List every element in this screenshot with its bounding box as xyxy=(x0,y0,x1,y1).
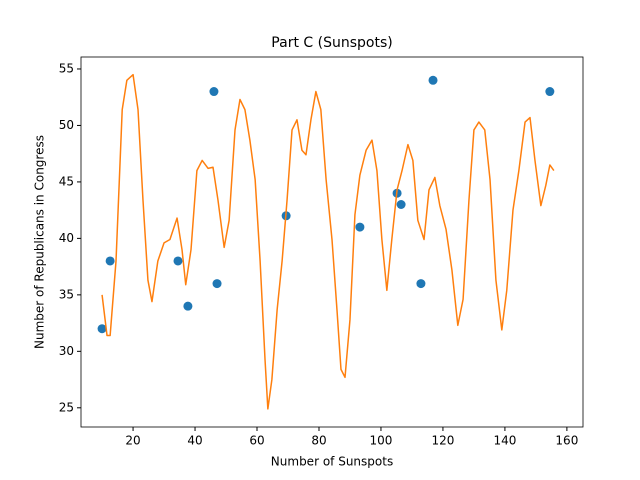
scatter-point xyxy=(105,256,115,266)
y-tick-label: 50 xyxy=(59,118,74,132)
x-tick-label: 140 xyxy=(493,434,516,448)
x-tick-label: 20 xyxy=(125,434,140,448)
y-tick-label: 45 xyxy=(59,174,74,188)
line xyxy=(101,73,555,410)
x-tick-label: 100 xyxy=(370,434,393,448)
y-tick-label: 40 xyxy=(59,231,74,245)
x-tick-label: 160 xyxy=(555,434,578,448)
scatter-point xyxy=(209,87,219,97)
y-tick-label: 35 xyxy=(59,287,74,301)
scatter-point xyxy=(355,222,365,232)
chart-title: Part C (Sunspots) xyxy=(271,35,392,51)
x-axis-label: Number of Sunspots xyxy=(271,455,393,469)
scatter-point xyxy=(97,324,107,334)
x-tick-label: 40 xyxy=(187,434,202,448)
x-tick-label: 120 xyxy=(431,434,454,448)
scatter-point xyxy=(173,256,183,266)
scatter-point xyxy=(212,279,222,289)
y-axis-label: Number of Republicans in Congress xyxy=(33,135,47,349)
plot-frame xyxy=(80,56,584,428)
x-tick-label: 60 xyxy=(249,434,264,448)
y-tick-label: 30 xyxy=(59,344,74,358)
y-tick-label: 55 xyxy=(59,61,74,75)
scatter-point xyxy=(428,75,438,85)
scatter-point xyxy=(396,200,406,210)
scatter-point xyxy=(545,87,555,97)
scatter-point xyxy=(183,301,193,311)
y-tick-label: 25 xyxy=(59,400,74,414)
scatter-point xyxy=(416,279,426,289)
x-tick-label: 80 xyxy=(311,434,326,448)
